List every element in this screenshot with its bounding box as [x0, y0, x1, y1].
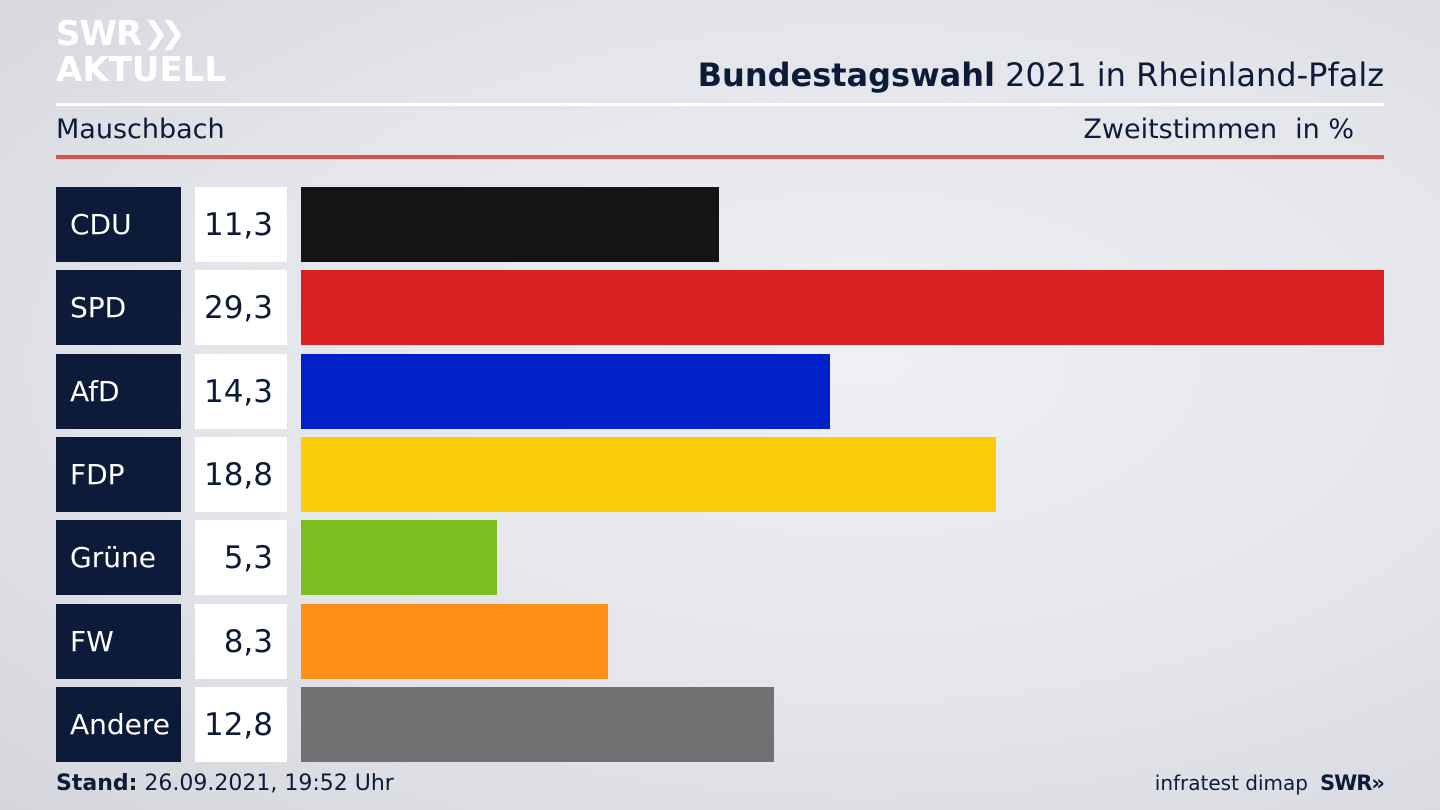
source-credit: infratest dimap SWR» [1154, 771, 1385, 795]
bar [301, 604, 608, 679]
chart-row: Andere 12,8 [56, 687, 1384, 762]
chart-row: AfD 14,3 [56, 354, 1384, 429]
bar [301, 520, 497, 595]
subtitle-divider [56, 155, 1384, 159]
stand-value: 26.09.2021, 19:52 Uhr [137, 771, 394, 796]
title-rest: 2021 in Rheinland-Pfalz [995, 56, 1384, 94]
value-label: 18,8 [195, 437, 287, 512]
timestamp: Stand: 26.09.2021, 19:52 Uhr [56, 771, 394, 796]
chart-row: SPD 29,3 [56, 270, 1384, 345]
bar [301, 687, 774, 762]
vote-type: Zweitstimmen [1083, 114, 1278, 145]
chart-row: Grüne 5,3 [56, 520, 1384, 595]
bar [301, 437, 996, 512]
double-chevron-icon: ❯❯ [143, 16, 185, 51]
logo-swr-text: SWR [56, 14, 142, 54]
value-label: 8,3 [195, 604, 287, 679]
source-text: infratest dimap [1154, 771, 1308, 795]
value-label: 29,3 [195, 270, 287, 345]
party-label: SPD [56, 270, 181, 345]
value-label: 11,3 [195, 187, 287, 262]
party-label: FW [56, 604, 181, 679]
title-bold: Bundestagswahl [697, 56, 995, 94]
value-label: 5,3 [195, 520, 287, 595]
party-label: FDP [56, 437, 181, 512]
chart-title: Bundestagswahl 2021 in Rheinland-Pfalz [698, 56, 1384, 94]
vote-type-label: Zweitstimmen in % [1083, 114, 1354, 145]
chart-row: FDP 18,8 [56, 437, 1384, 512]
value-label: 12,8 [195, 687, 287, 762]
swr-footer-logo: SWR» [1319, 771, 1385, 795]
party-label: Grüne [56, 520, 181, 595]
party-label: Andere [56, 687, 181, 762]
bar [301, 354, 830, 429]
bar [301, 270, 1384, 345]
stand-label: Stand: [56, 771, 138, 796]
swr-aktuell-logo: SWR ❯❯ AKTUELL [56, 16, 226, 88]
logo-aktuell-text: AKTUELL [56, 50, 227, 90]
chart-row: CDU 11,3 [56, 187, 1384, 262]
bar [301, 187, 719, 262]
location-label: Mauschbach [56, 114, 225, 145]
unit-label: in % [1295, 114, 1354, 145]
value-label: 14,3 [195, 354, 287, 429]
party-label: CDU [56, 187, 181, 262]
chart-row: FW 8,3 [56, 604, 1384, 679]
header-divider [56, 103, 1384, 106]
party-label: AfD [56, 354, 181, 429]
